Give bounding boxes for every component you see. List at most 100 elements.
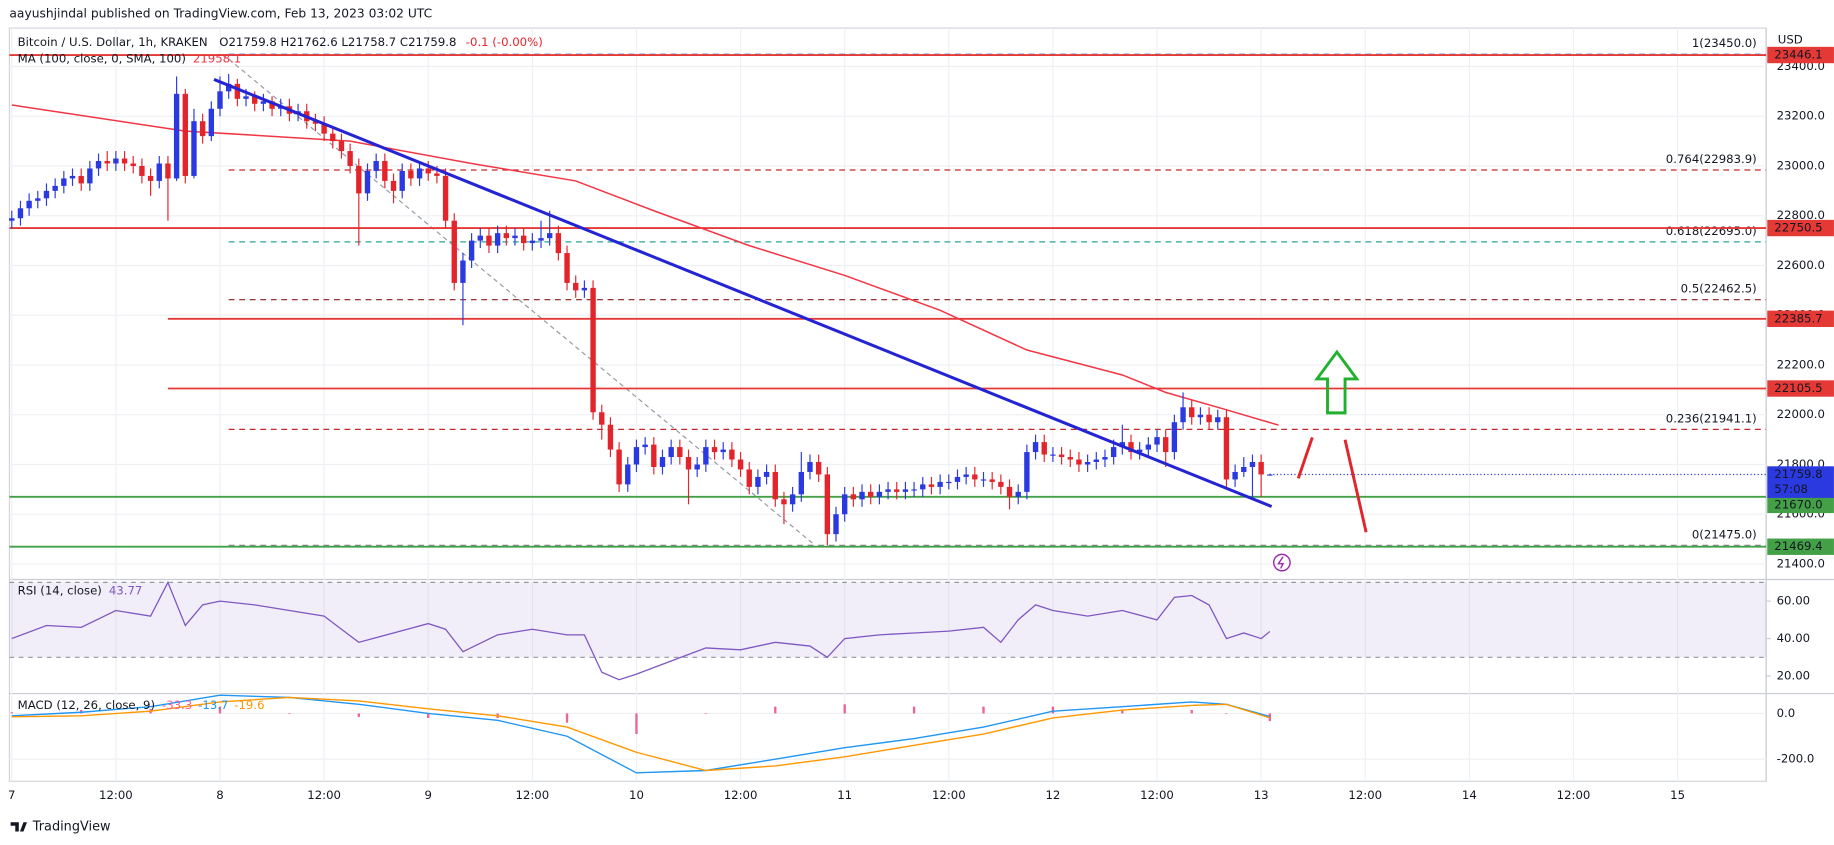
candle-body bbox=[616, 449, 622, 485]
level-label-box bbox=[1767, 496, 1834, 514]
candle-body bbox=[217, 91, 223, 109]
candle-body bbox=[920, 484, 926, 490]
candle-body bbox=[668, 447, 674, 458]
x-tick-label: 13 bbox=[1254, 788, 1269, 802]
x-tick-label: 12:00 bbox=[307, 788, 341, 802]
candle-body bbox=[486, 235, 492, 246]
candle-body bbox=[208, 108, 215, 137]
macd-histogram-bar bbox=[288, 713, 291, 715]
candle-body bbox=[182, 93, 188, 176]
macd-histogram-bar bbox=[982, 706, 985, 714]
macd-legend: MACD (12, 26, close, 9) -33.3 -13.7 -19.6 bbox=[18, 698, 265, 712]
fib-label: 0.764(22983.9) bbox=[1666, 152, 1757, 166]
macd-name: MACD (12, 26, close, 9) bbox=[18, 698, 155, 712]
candle-body bbox=[625, 464, 631, 485]
candle-body bbox=[17, 208, 24, 219]
brand: TradingView bbox=[32, 819, 111, 834]
candle-body bbox=[781, 499, 787, 505]
candle-body bbox=[1154, 437, 1160, 445]
ma-line bbox=[11, 104, 1279, 426]
candle-body bbox=[1136, 449, 1143, 453]
candle-body bbox=[147, 175, 154, 181]
candle-body bbox=[711, 447, 718, 453]
macd-tick-label: 0.0 bbox=[1777, 706, 1796, 720]
candle-body bbox=[321, 123, 327, 134]
candle-body bbox=[937, 481, 943, 487]
candle-body bbox=[52, 185, 58, 191]
candle-body bbox=[87, 168, 93, 184]
candle-body bbox=[651, 444, 657, 467]
x-tick-label: 7 bbox=[8, 788, 15, 802]
macd-line bbox=[11, 694, 1271, 774]
candle-body bbox=[1119, 442, 1126, 448]
event-bolt bbox=[1277, 556, 1285, 569]
candle-body bbox=[720, 449, 726, 453]
rsi-value: 43.77 bbox=[109, 583, 142, 597]
candle-body bbox=[61, 178, 67, 186]
candle-body bbox=[859, 491, 865, 500]
chart-title: Bitcoin / U.S. Dollar, 1h, KRAKEN O21759.… bbox=[18, 35, 543, 49]
candle-body bbox=[139, 165, 145, 176]
last-price-box bbox=[1767, 466, 1834, 498]
candle-body bbox=[1232, 471, 1238, 480]
candle-body bbox=[1249, 462, 1256, 467]
candle-body bbox=[460, 260, 466, 283]
macd-histogram-bar bbox=[1225, 713, 1228, 715]
x-tick-label: 11 bbox=[837, 788, 852, 802]
candle-body bbox=[156, 163, 162, 181]
candle-body bbox=[191, 121, 197, 176]
candle-body bbox=[1015, 491, 1021, 497]
chart-layer: 7 12:00 8 12:00 9 12:00 10 12:00 11 12:00 12 12:00 1… bbox=[8, 28, 1834, 802]
candle-body bbox=[1084, 462, 1091, 465]
macd-value: -13.7 bbox=[198, 698, 228, 712]
candle-body bbox=[252, 96, 258, 104]
y-tick-label: 22800.0 bbox=[1777, 208, 1825, 222]
candle-body bbox=[1171, 422, 1178, 453]
level-label: 22105.5 bbox=[1774, 381, 1822, 395]
candle-body bbox=[642, 444, 648, 448]
candle-body bbox=[607, 424, 614, 450]
candle-body bbox=[729, 449, 735, 460]
rsi-tick-label: 20.00 bbox=[1777, 668, 1810, 682]
macd-histogram-bar bbox=[1051, 706, 1055, 714]
candle-body bbox=[399, 170, 405, 191]
candle-body bbox=[95, 161, 102, 169]
level-label-box bbox=[1767, 219, 1834, 237]
candle-body bbox=[356, 165, 362, 194]
publisher: aayushjindal published on TradingView.co… bbox=[9, 7, 432, 21]
macd-tick-label: -200.0 bbox=[1777, 752, 1815, 766]
rsi-tick-label: 60.00 bbox=[1777, 594, 1810, 608]
y-tick-label: 21400.0 bbox=[1777, 557, 1825, 571]
y-tick-label: 22600.0 bbox=[1777, 258, 1825, 272]
countdown: 57:08 bbox=[1774, 482, 1808, 496]
candle-body bbox=[1223, 417, 1230, 480]
candle-body bbox=[998, 481, 1004, 487]
candle-body bbox=[408, 170, 414, 179]
rsi-legend: RSI (14, close) 43.77 bbox=[18, 583, 143, 597]
candle-body bbox=[121, 158, 128, 164]
candle-body bbox=[815, 462, 822, 475]
annotation-arrows bbox=[1273, 349, 1368, 572]
level-label-box bbox=[1767, 46, 1834, 64]
candle-body bbox=[494, 233, 501, 246]
x-tick-label: 12:00 bbox=[932, 788, 966, 802]
level-label: 22750.5 bbox=[1774, 221, 1822, 235]
fib-label: 0.5(22462.5) bbox=[1681, 282, 1757, 296]
candle-body bbox=[703, 447, 709, 465]
level-label: 21670.0 bbox=[1774, 497, 1822, 511]
candle-body bbox=[347, 151, 353, 166]
candle-body bbox=[113, 158, 119, 164]
macd-histogram-bar bbox=[912, 706, 916, 714]
candle-body bbox=[876, 491, 883, 497]
fib-diagonal bbox=[222, 53, 816, 546]
x-tick-label: 8 bbox=[216, 788, 223, 802]
macd-histogram-bar bbox=[357, 713, 360, 717]
ma-value: 21958.1 bbox=[193, 51, 241, 65]
ma-legend: MA (100, close, 0, SMA, 100) 21958.1 bbox=[18, 51, 242, 65]
candle-body bbox=[789, 494, 796, 505]
candle-body bbox=[1006, 486, 1013, 497]
candle-body bbox=[78, 175, 84, 184]
candle-body bbox=[130, 163, 136, 166]
